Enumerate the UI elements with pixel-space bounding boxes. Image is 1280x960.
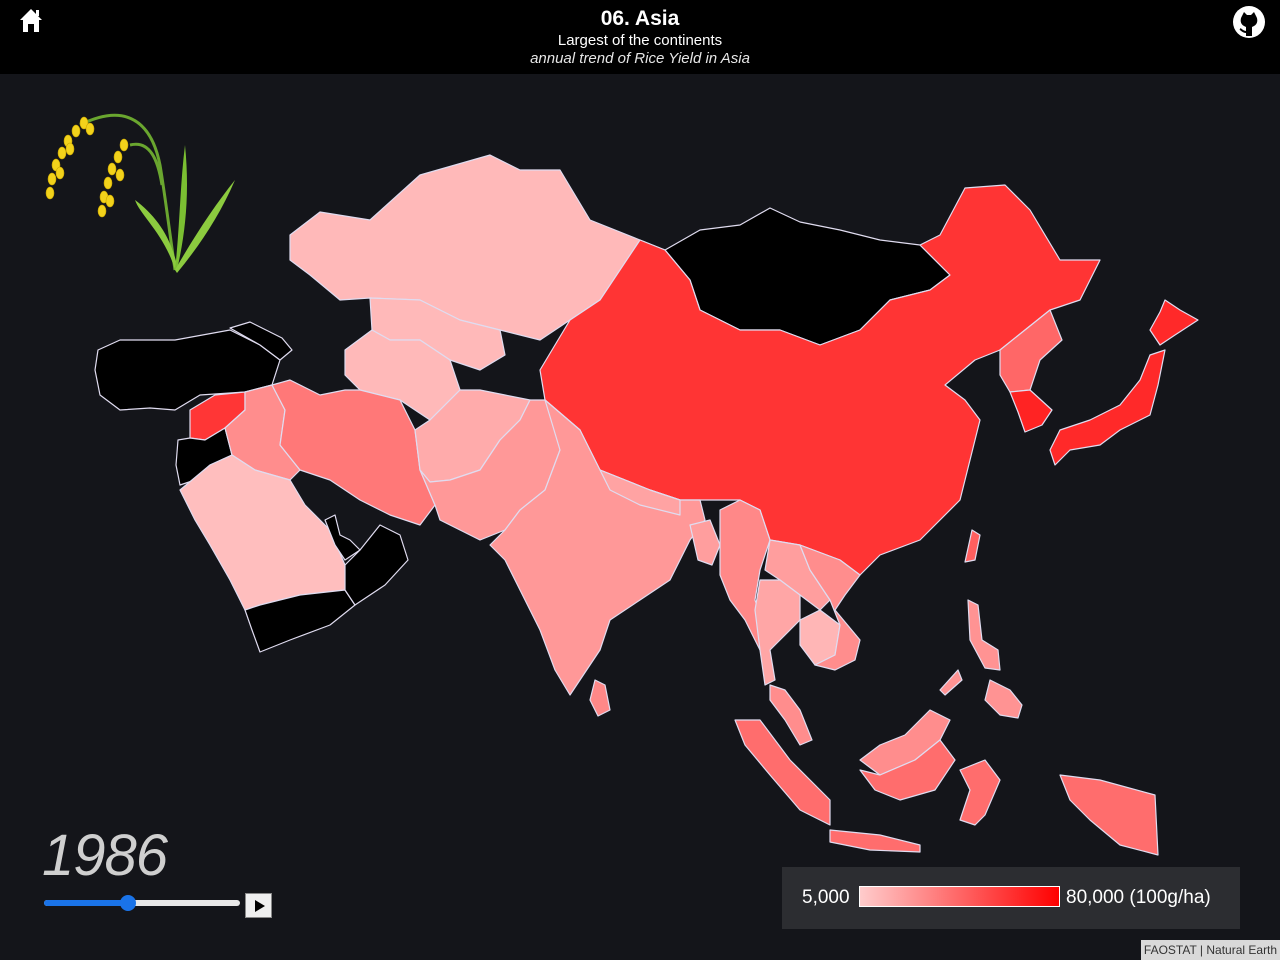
country-taiwan[interactable]	[964, 529, 981, 563]
legend-color-bar	[859, 886, 1060, 907]
country-south-korea[interactable]	[1009, 389, 1053, 433]
github-link[interactable]	[1232, 5, 1266, 39]
year-slider-track[interactable]	[44, 900, 240, 906]
play-button[interactable]	[245, 893, 272, 918]
header-bar: 06. Asia Largest of the continents annua…	[0, 0, 1280, 74]
year-slider-fill	[44, 900, 129, 906]
choropleth-map	[94, 154, 1199, 856]
home-icon	[20, 9, 42, 32]
page-caption: annual trend of Rice Yield in Asia	[530, 50, 750, 67]
year-slider[interactable]	[44, 895, 240, 911]
country-japan[interactable]	[1049, 299, 1199, 466]
home-button[interactable]	[16, 5, 46, 35]
country-yemen[interactable]	[244, 589, 356, 653]
country-philippines[interactable]	[939, 599, 1023, 719]
title-block: 06. Asia Largest of the continents annua…	[0, 6, 1280, 68]
legend-max-label: 80,000 (100g/ha)	[1066, 887, 1211, 908]
page-subtitle: Largest of the continents	[557, 32, 723, 49]
country-indonesia[interactable]	[734, 719, 1159, 856]
color-legend: 5,000 80,000 (100g/ha)	[782, 867, 1240, 929]
country-sri-lanka[interactable]	[589, 679, 611, 717]
country-vietnam[interactable]	[799, 544, 861, 671]
attribution: FAOSTAT | Natural Earth	[1141, 940, 1280, 960]
country-oman[interactable]	[344, 524, 409, 606]
country-thailand[interactable]	[754, 579, 801, 686]
country-north-korea[interactable]	[999, 309, 1063, 393]
rice-plant-icon	[45, 113, 235, 273]
country-nepal[interactable]	[599, 469, 681, 516]
year-slider-thumb[interactable]	[120, 895, 137, 911]
country-bangladesh[interactable]	[689, 519, 721, 566]
year-display: 1986	[42, 823, 168, 888]
legend-min-label: 5,000	[802, 887, 850, 908]
page-title: 06. Asia	[600, 7, 680, 30]
country-gulf-states[interactable]	[324, 514, 361, 561]
github-icon	[1233, 6, 1265, 38]
country-caucasus[interactable]	[229, 321, 293, 361]
